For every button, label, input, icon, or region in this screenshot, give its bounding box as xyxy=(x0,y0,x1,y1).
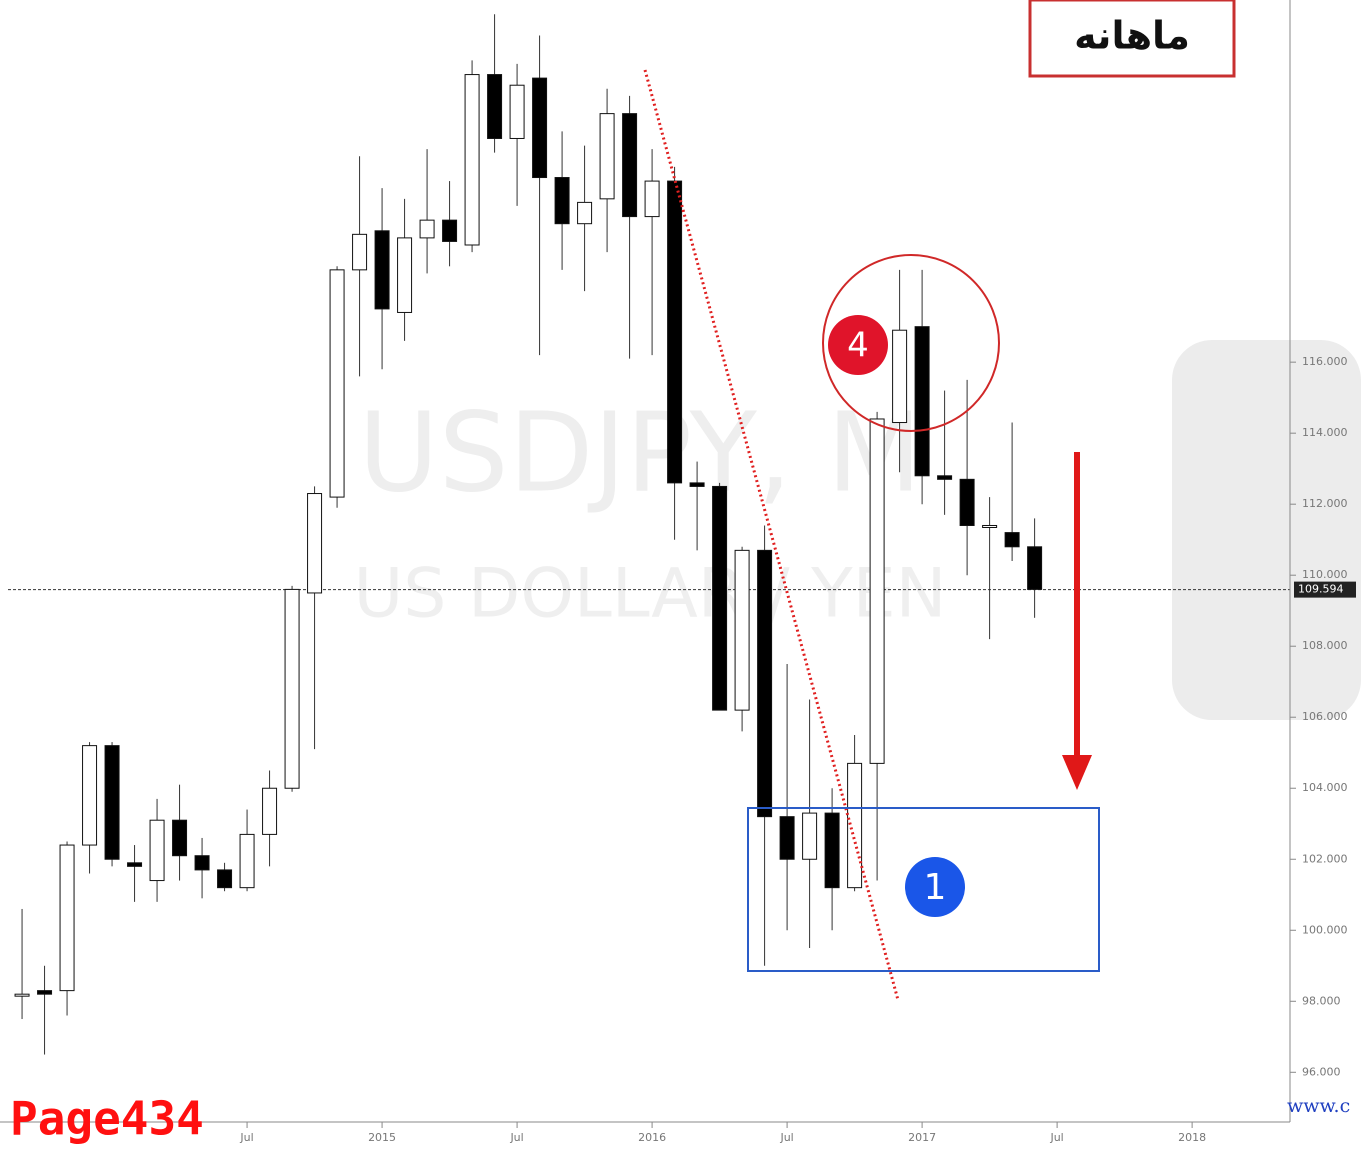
candle-body xyxy=(464,74,480,246)
candle-body xyxy=(577,201,593,225)
candle-body xyxy=(14,993,30,997)
candle-body xyxy=(127,862,143,867)
candle-body xyxy=(937,475,953,480)
candle-body xyxy=(869,418,885,764)
candle-body xyxy=(689,482,705,487)
page-label: Page434 xyxy=(10,1092,204,1146)
candle-body xyxy=(172,819,188,857)
candle-body xyxy=(262,787,278,835)
candle-body xyxy=(824,812,840,889)
candle-body xyxy=(982,524,998,528)
candle-body xyxy=(802,812,818,860)
candle-body xyxy=(757,549,773,818)
candle-body xyxy=(532,77,548,179)
watermark-symbol: USDJPY, M xyxy=(358,388,921,516)
candle-body xyxy=(892,329,908,424)
y-tick-label: 114.000 xyxy=(1302,426,1348,439)
timeframe-label: ماهانه xyxy=(1074,14,1190,58)
circle-label: 4 xyxy=(847,326,869,366)
candle-body xyxy=(644,180,660,218)
candle-body xyxy=(712,485,728,711)
y-tick-label: 100.000 xyxy=(1302,923,1348,936)
x-tick-label: Jul xyxy=(239,1131,253,1144)
x-tick-label: 2018 xyxy=(1178,1131,1206,1144)
price-tag xyxy=(1294,581,1356,598)
candle-body xyxy=(329,269,345,498)
x-tick-label: 2017 xyxy=(908,1131,936,1144)
y-tick-label: 110.000 xyxy=(1302,568,1348,581)
candle-body xyxy=(914,326,930,477)
candle-body xyxy=(194,855,210,871)
watermark-name: US DOLLAR / YEN xyxy=(353,555,946,634)
candle-body xyxy=(734,549,750,711)
candle-body xyxy=(959,478,975,526)
x-tick-label: Jul xyxy=(779,1131,793,1144)
y-tick-label: 116.000 xyxy=(1302,355,1348,368)
site-label: www.c xyxy=(1287,1095,1350,1117)
trend-line xyxy=(643,69,900,1001)
circle-badge xyxy=(828,315,888,375)
candle-body xyxy=(419,219,435,239)
candle-body xyxy=(554,177,570,225)
y-tick-label: 98.000 xyxy=(1302,994,1341,1007)
candle-body xyxy=(374,230,390,310)
candle-body xyxy=(217,869,233,889)
candle-body xyxy=(149,819,165,882)
y-tick-label: 96.000 xyxy=(1302,1065,1341,1078)
box-label: 1 xyxy=(924,867,947,908)
y-tick-label: 102.000 xyxy=(1302,852,1348,865)
candle-body xyxy=(397,237,413,313)
down-arrow-head xyxy=(1062,755,1092,790)
candle-body xyxy=(82,745,98,846)
candle-body xyxy=(667,180,683,484)
x-tick-label: 2015 xyxy=(368,1131,396,1144)
candle-body xyxy=(104,745,120,860)
highlight-circle xyxy=(822,254,1000,432)
y-tick-label: 112.000 xyxy=(1302,497,1348,510)
price-label: 109.594 xyxy=(1298,583,1344,596)
timeframe-box xyxy=(1028,0,1236,78)
candle-body xyxy=(352,233,368,271)
support-box xyxy=(747,807,1100,972)
candle-body xyxy=(622,113,638,218)
candle-body xyxy=(59,844,75,992)
candle-body xyxy=(239,833,255,889)
x-tick-label: 2016 xyxy=(638,1131,666,1144)
y-tick-label: 108.000 xyxy=(1302,639,1348,652)
candle-body xyxy=(442,219,458,242)
y-tick-label: 106.000 xyxy=(1302,710,1348,723)
x-tick-label: Jul xyxy=(509,1131,523,1144)
box-badge xyxy=(905,857,965,917)
candle-body xyxy=(1004,532,1020,548)
candle-body xyxy=(37,990,53,995)
candle-body xyxy=(509,84,525,139)
candle-body xyxy=(599,113,615,200)
plot-area: 96.000 98.000 100.000 102.000 104.000 106.000… xyxy=(8,14,1356,1144)
logo-watermark xyxy=(1172,340,1361,720)
y-tick-label: 104.000 xyxy=(1302,781,1348,794)
x-tick-label: Jul xyxy=(1049,1131,1063,1144)
candle-body xyxy=(487,74,503,139)
candle-body xyxy=(307,493,323,594)
candle-body xyxy=(779,816,795,860)
candle-body xyxy=(284,588,300,789)
candle-body xyxy=(847,762,863,889)
candle-body xyxy=(1027,546,1043,590)
